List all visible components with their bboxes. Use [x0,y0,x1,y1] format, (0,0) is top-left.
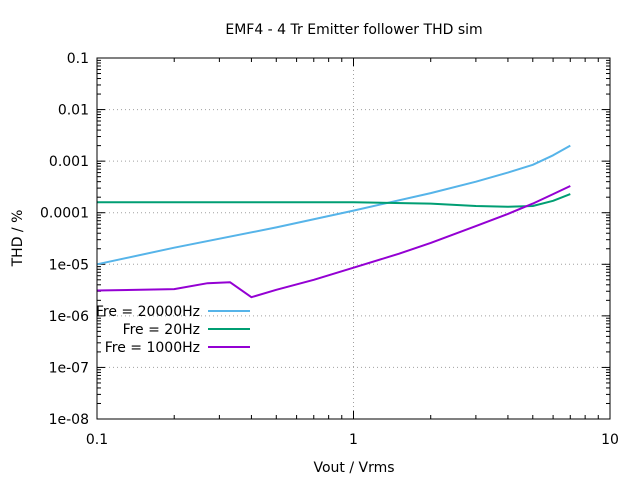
axis-ticks [96,57,611,420]
legend-label-1: Fre = 20000Hz [96,304,200,320]
x-tick-label: 0.1 [86,432,108,448]
x-axis-label: Vout / Vrms [313,460,394,476]
series-line-1 [96,144,571,266]
series-lines [96,144,571,299]
y-tick-label: 1e-08 [49,412,89,428]
y-tick-label: 0.01 [58,103,89,119]
y-tick-label: 1e-06 [49,309,89,325]
y-axis-label: THD / % [10,210,26,268]
legend: Fre = 20000Hz Fre = 20Hz Fre = 1000Hz [96,304,250,356]
y-tick-label: 1e-07 [49,360,89,376]
legend-label-2: Fre = 20Hz [123,322,200,338]
y-tick-label: 1e-05 [49,257,89,273]
x-tick-labels: 0.1 1 10 [86,432,619,448]
y-tick-label: 0.0001 [40,206,89,222]
x-tick-label: 1 [349,432,358,448]
y-tick-label: 0.001 [49,154,89,170]
x-tick-label: 10 [601,432,619,448]
plot-frame [96,57,611,420]
legend-label-3: Fre = 1000Hz [105,340,200,356]
y-tick-labels: 1e-08 1e-07 1e-06 1e-05 0.0001 0.001 0.01 0.1 [40,51,89,428]
chart-title: EMF4 - 4 Tr Emitter follower THD sim [225,22,482,38]
series-line-3 [96,185,571,299]
y-tick-label: 0.1 [67,51,89,67]
grid-lines [97,58,610,419]
series-line-2 [97,193,571,208]
